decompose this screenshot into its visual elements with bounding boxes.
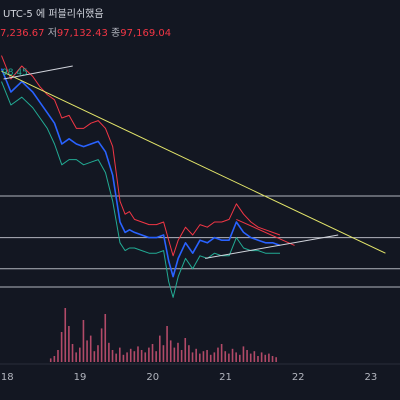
volume-bar-32 — [166, 326, 168, 362]
volume-bar-4 — [64, 308, 67, 362]
x-tick-label-1: 19 — [74, 372, 87, 383]
chart-header: UTC-5 에 퍼블리쉬했음 7,236.67 저97,132.43 종97,1… — [0, 0, 400, 40]
volume-bar-11 — [89, 335, 92, 362]
ohlc-readout: 7,236.67 저97,132.43 종97,169.04 — [0, 24, 171, 39]
ohlc-value-0: 7,236.67 — [0, 28, 45, 39]
volume-bar-30 — [159, 335, 161, 362]
triangle_lower-trendline — [205, 234, 339, 259]
volume-bar-0 — [49, 358, 52, 362]
volume-bar-40 — [195, 348, 197, 362]
downtrend-trendline — [1, 70, 386, 254]
volume-bar-18 — [115, 353, 117, 362]
x-axis: 18 19 20 21 22 23 — [0, 363, 400, 383]
volume-bar-14 — [100, 328, 103, 362]
volume-bar-56 — [253, 351, 256, 362]
volume-bar-42 — [202, 351, 205, 362]
volume-bar-22 — [129, 348, 132, 362]
volume-bar-46 — [217, 347, 219, 362]
volume-bar-13 — [97, 345, 99, 362]
volume-bar-26 — [144, 352, 147, 362]
volume-bar-24 — [137, 346, 139, 362]
x-tick-label-4: 22 — [292, 372, 305, 383]
ohlc-value-1: 97,132.43 — [56, 28, 108, 39]
volume-bar-55 — [249, 353, 252, 362]
volume-bar-47 — [220, 344, 223, 362]
volume-bar-62 — [275, 357, 277, 362]
ohlc-value-2: 97,169.04 — [120, 28, 172, 39]
price-line — [0, 68, 281, 278]
volume-bar-27 — [148, 347, 150, 362]
volume-bar-12 — [93, 351, 96, 362]
upper_band-line — [1, 55, 281, 257]
horizontal-levels — [0, 195, 400, 288]
volume-bar-61 — [271, 356, 274, 362]
upper_ray-trendline — [3, 65, 73, 80]
x-tick-label-3: 21 — [219, 372, 232, 383]
volume-bar-36 — [180, 350, 183, 362]
volume-bar-23 — [133, 351, 136, 362]
volume-bar-15 — [104, 314, 107, 362]
published-note: UTC-5 에 퍼블리쉬했음 — [3, 9, 104, 20]
volume-bar-34 — [173, 347, 176, 362]
x-tick-label-5: 23 — [365, 372, 378, 383]
volume-bars — [49, 308, 277, 362]
volume-bar-50 — [231, 348, 234, 362]
band-lines — [0, 55, 281, 298]
volume-bar-1 — [53, 356, 56, 362]
lower_band-line — [1, 81, 280, 298]
volume-bar-35 — [177, 342, 179, 362]
volume-bar-60 — [268, 353, 270, 362]
volume-bar-51 — [235, 352, 237, 362]
volume-bar-7 — [75, 352, 77, 362]
volume-bar-16 — [108, 342, 110, 362]
price-tag: 98.45 — [2, 68, 28, 78]
volume-bar-53 — [242, 346, 245, 362]
volume-bar-6 — [71, 344, 74, 362]
ohlc-label-2: 종 — [111, 28, 121, 39]
volume-bar-31 — [162, 345, 165, 362]
volume-bar-45 — [213, 352, 216, 362]
volume-bar-48 — [224, 351, 227, 362]
volume-bar-54 — [246, 350, 248, 362]
volume-bar-33 — [169, 340, 172, 362]
ohlc-label-1: 저 — [47, 28, 57, 39]
volume-bar-19 — [119, 347, 121, 362]
volume-bar-21 — [126, 352, 128, 362]
volume-bar-58 — [260, 352, 263, 362]
drawings: 98.45 — [1, 65, 386, 259]
volume-bar-10 — [86, 340, 88, 362]
volume-bar-59 — [264, 354, 267, 362]
volume-bar-8 — [79, 347, 81, 362]
volume-bar-28 — [151, 344, 154, 362]
volume-bar-25 — [140, 350, 143, 362]
x-tick-label-0: 18 — [1, 372, 14, 383]
volume-bar-49 — [228, 353, 230, 362]
volume-bar-17 — [111, 350, 114, 362]
volume-bar-2 — [57, 350, 59, 362]
volume-bar-37 — [184, 338, 187, 362]
volume-bar-9 — [82, 320, 85, 362]
volume-bar-38 — [188, 345, 190, 362]
volume-bar-29 — [155, 351, 157, 362]
volume-bar-3 — [60, 332, 63, 362]
volume-bar-39 — [191, 352, 194, 362]
triangle_upper-trendline — [236, 218, 295, 246]
volume-bar-20 — [122, 354, 125, 362]
volume-bar-5 — [68, 326, 70, 362]
volume-bar-43 — [206, 350, 208, 362]
volume-bar-41 — [199, 353, 201, 362]
x-tick-label-2: 20 — [146, 372, 159, 383]
volume-bar-57 — [257, 356, 259, 362]
volume-bar-52 — [239, 354, 241, 362]
volume-bar-44 — [209, 354, 212, 362]
